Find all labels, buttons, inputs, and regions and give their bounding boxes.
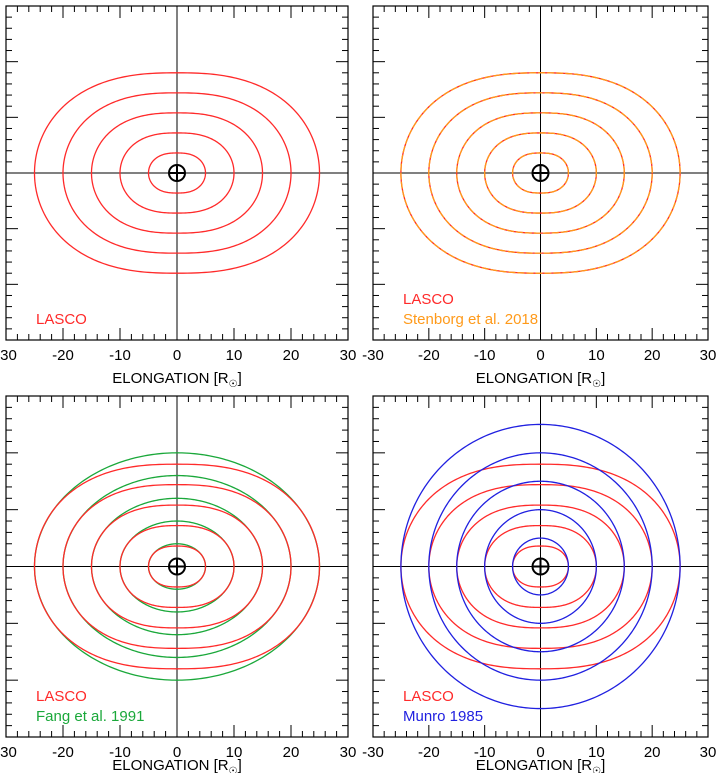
series-curve: [33, 72, 321, 274]
x-tick-label: -30: [362, 744, 384, 761]
x-tick-label: -20: [52, 744, 74, 761]
chart-panel-top-left: LASCO -30 -20 -10 0 10 20 30 ELONGATION [R☉]: [0, 5, 357, 390]
legend-entry: Stenborg et al. 2018: [403, 311, 538, 328]
x-tick-label: -30: [0, 347, 17, 364]
chart-panel-bottom-right: LASCO Munro 1985 -30 -20 -10 0 10 20 30 ELONGATIO…: [362, 395, 717, 773]
plot-frame: [5, 5, 349, 341]
series-curve: [400, 423, 681, 710]
chart-panel-bottom-left: LASCO Fang et al. 1991 -30 -20 -10 0 10 20 30 ELO…: [0, 395, 357, 773]
series-curve: [147, 545, 207, 588]
legend-entry: Munro 1985: [403, 708, 483, 725]
series-curve: [62, 484, 292, 649]
x-tick-label: 30: [340, 744, 357, 761]
plot-frame: [372, 5, 709, 341]
series-curve: [511, 152, 570, 194]
x-tick-label: -10: [109, 347, 131, 364]
curve-group: [33, 452, 321, 681]
x-tick-label: 0: [536, 347, 544, 364]
x-tick-label: -20: [418, 744, 440, 761]
x-tick-label: 30: [700, 744, 717, 761]
legend-entry: LASCO: [403, 688, 454, 705]
x-tick-label: 20: [644, 347, 661, 364]
x-tick-label: -20: [52, 347, 74, 364]
curve-group: [33, 72, 321, 274]
x-tick-label: 30: [700, 347, 717, 364]
series-curve: [119, 132, 235, 214]
series-curve: [147, 152, 207, 194]
x-axis-label: ELONGATION [R☉]: [476, 370, 606, 390]
x-tick-label: 0: [536, 744, 544, 761]
x-tick-label: 0: [173, 347, 181, 364]
curve-group: [400, 72, 681, 274]
x-tick-label: 30: [340, 347, 357, 364]
legend-entry: Fang et al. 1991: [36, 708, 144, 725]
x-tick-label: 20: [283, 744, 300, 761]
x-axis-label: ELONGATION [R☉]: [476, 757, 606, 773]
x-tick-label: 10: [226, 744, 243, 761]
x-tick-label: -20: [418, 347, 440, 364]
x-tick-label: -10: [474, 744, 496, 761]
series-curve: [400, 72, 681, 274]
curve-group: [400, 423, 681, 710]
x-axis-label: ELONGATION [R☉]: [112, 757, 242, 773]
series-curve: [456, 112, 625, 234]
series-curve: [62, 92, 292, 254]
series-curve: [428, 452, 653, 681]
plot-frame: [5, 395, 349, 738]
x-axis-label: ELONGATION [R☉]: [112, 370, 242, 390]
series-curve: [90, 504, 264, 629]
x-tick-label: -30: [0, 744, 17, 761]
series-curve: [119, 524, 235, 609]
series-curve: [456, 480, 625, 653]
plot-frame: [372, 395, 709, 738]
x-tick-label: 10: [588, 347, 605, 364]
x-tick-label: -10: [474, 347, 496, 364]
x-tick-label: 10: [226, 347, 243, 364]
x-tick-label: -10: [109, 744, 131, 761]
legend-entry: LASCO: [36, 688, 87, 705]
legend-entry: LASCO: [36, 311, 87, 328]
series-curve: [511, 537, 570, 596]
x-tick-label: -30: [362, 347, 384, 364]
x-tick-label: 10: [588, 744, 605, 761]
x-tick-label: 0: [173, 744, 181, 761]
series-curve: [484, 132, 597, 214]
series-curve: [484, 509, 597, 624]
chart-panel-top-right: LASCO Stenborg et al. 2018 -30 -20 -10 0 10 20 3…: [362, 5, 717, 390]
series-curve: [33, 463, 321, 670]
x-tick-label: 20: [283, 347, 300, 364]
series-curve: [428, 92, 653, 254]
series-curve: [90, 112, 264, 234]
legend-entry: LASCO: [403, 291, 454, 308]
x-tick-label: 20: [644, 744, 661, 761]
